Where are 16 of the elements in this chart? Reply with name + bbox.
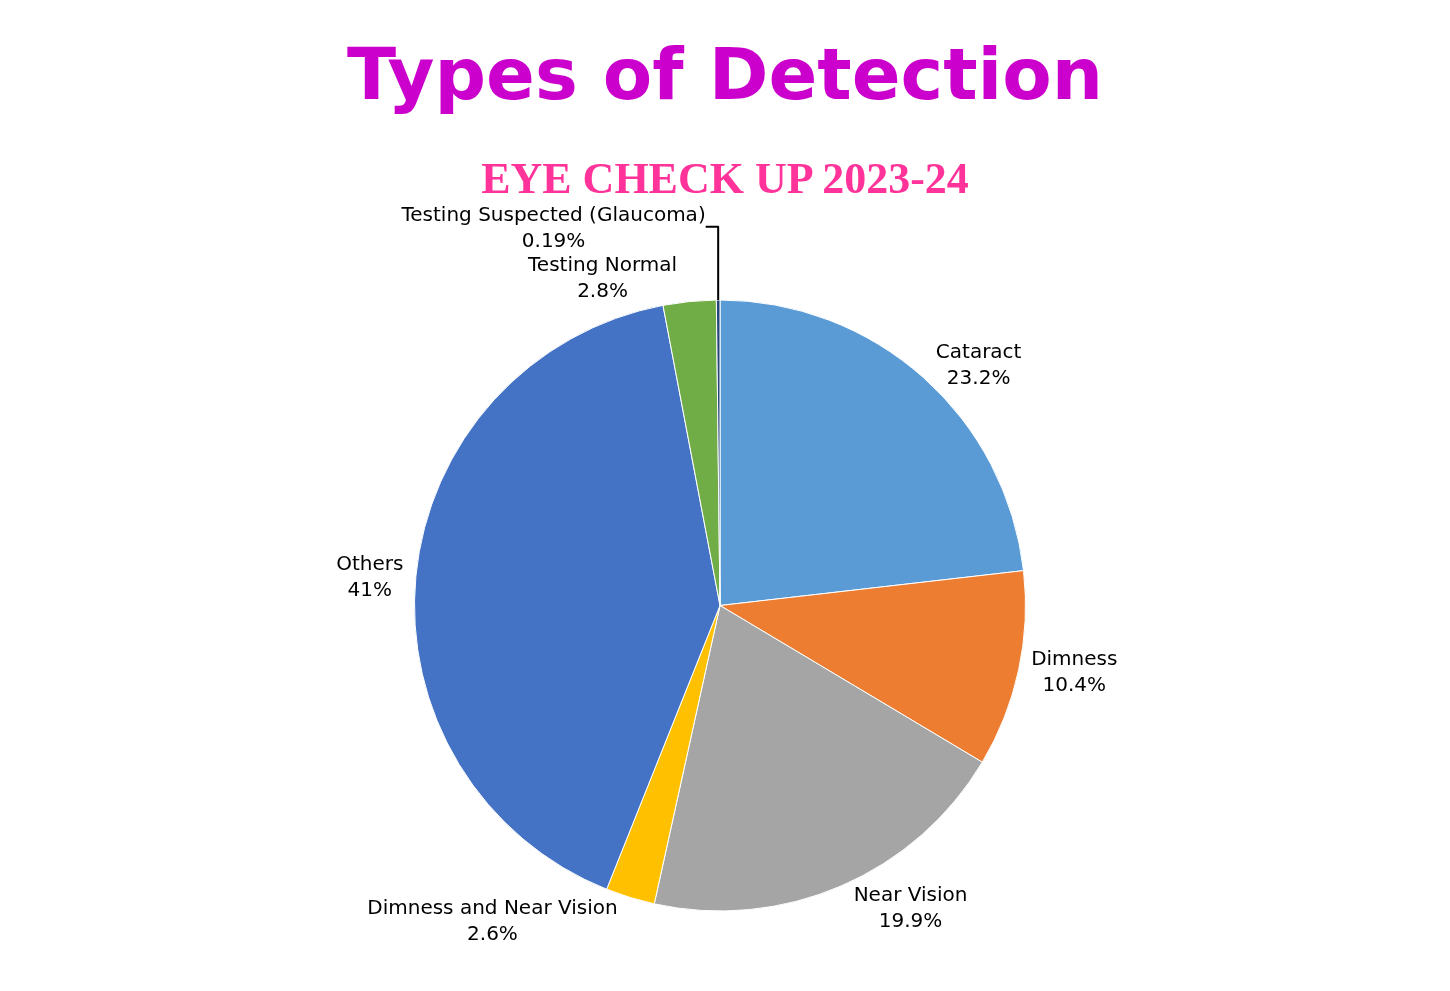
slice-label: Near Vision <box>853 882 968 907</box>
slice-label: Testing Normal <box>527 251 678 276</box>
data-label: 41% <box>347 576 393 601</box>
data-label: 10.4% <box>1042 671 1107 696</box>
slice-label: Dimness <box>1031 645 1118 670</box>
data-label: 19.9% <box>878 908 943 933</box>
slice-label: Testing Suspected (Glaucoma) <box>400 201 706 226</box>
chart-subtitle: EYE CHECK UP 2023-24 <box>481 153 969 203</box>
slice-label: Others <box>336 550 404 575</box>
data-label: 0.19% <box>521 227 586 252</box>
chart-title: Types of Detection <box>347 32 1103 117</box>
data-label: 2.6% <box>467 921 518 946</box>
data-label: 2.8% <box>577 277 628 302</box>
data-label: 23.2% <box>946 364 1011 389</box>
slice-label: Dimness and Near Vision <box>367 895 618 920</box>
slice-label: Cataract <box>935 338 1022 363</box>
